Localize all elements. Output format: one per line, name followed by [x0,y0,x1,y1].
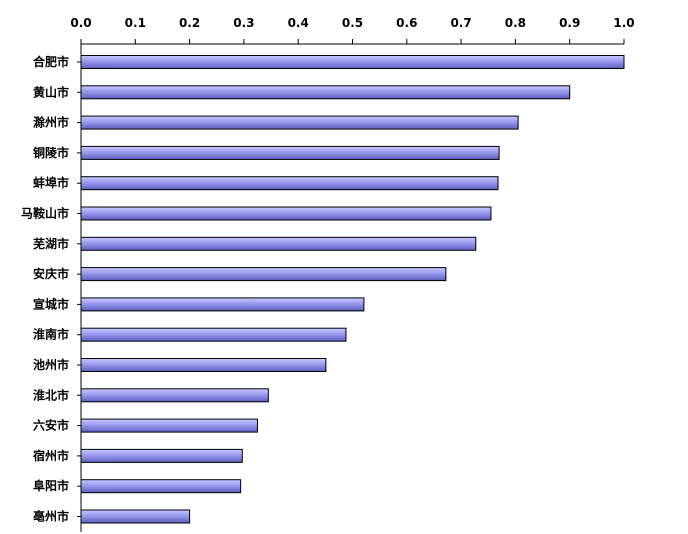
x-tick-label: 1.0 [613,16,634,30]
bar [80,176,499,191]
bar [80,358,327,372]
bar [80,206,492,221]
category-label: 蚌埠市 [33,175,69,190]
x-tick-label: 0.0 [70,16,91,30]
category-label: 六安市 [33,418,69,433]
x-tick-label: 0.4 [288,16,309,30]
bar [80,145,500,160]
x-tick-label: 0.1 [125,16,146,30]
category-label: 亳州市 [33,509,69,524]
category-label: 池州市 [33,357,69,372]
bar [80,236,477,251]
bar [80,327,347,342]
bar [80,509,191,524]
bar [80,297,365,312]
bars [80,55,625,524]
bar [80,479,242,494]
category-label: 芜湖市 [33,236,69,251]
bar [80,418,258,433]
category-label: 黄山市 [33,84,69,99]
x-tick-label: 0.7 [450,16,471,30]
category-label: 合肥市 [33,54,69,69]
x-tick-label: 0.6 [396,16,417,30]
bar [80,115,519,130]
category-label: 安庆市 [33,266,69,281]
x-tick-label: 0.2 [179,16,200,30]
category-label: 铜陵市 [33,145,69,160]
category-label: 阜阳市 [33,478,69,493]
bar [80,267,447,282]
bar [80,85,571,100]
x-tick-label: 0.3 [233,16,254,30]
category-label: 宣城市 [33,296,69,311]
category-labels: 合肥市黄山市滁州市铜陵市蚌埠市马鞍山市芜湖市安庆市宣城市淮南市池州市淮北市六安市… [21,54,69,524]
category-label: 淮南市 [33,327,69,342]
category-label: 宿州市 [33,448,69,463]
bar [80,388,269,403]
bar [80,448,243,463]
category-label: 马鞍山市 [21,206,69,221]
bar [80,55,625,69]
x-tick-labels: 0.0 0.1 0.2 0.3 0.4 0.5 0.6 0.7 0.8 0.9 1.0 [70,16,634,30]
category-label: 滁州市 [33,115,69,130]
category-label: 淮北市 [33,387,69,402]
x-tick-label: 0.5 [342,16,363,30]
x-tick-label: 0.9 [559,16,580,30]
x-tick-label: 0.8 [505,16,526,30]
